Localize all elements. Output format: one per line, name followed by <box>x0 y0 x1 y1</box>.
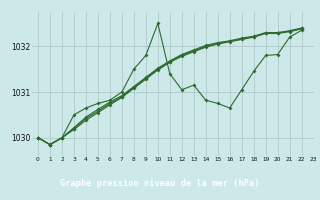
Text: Graphe pression niveau de la mer (hPa): Graphe pression niveau de la mer (hPa) <box>60 179 260 188</box>
